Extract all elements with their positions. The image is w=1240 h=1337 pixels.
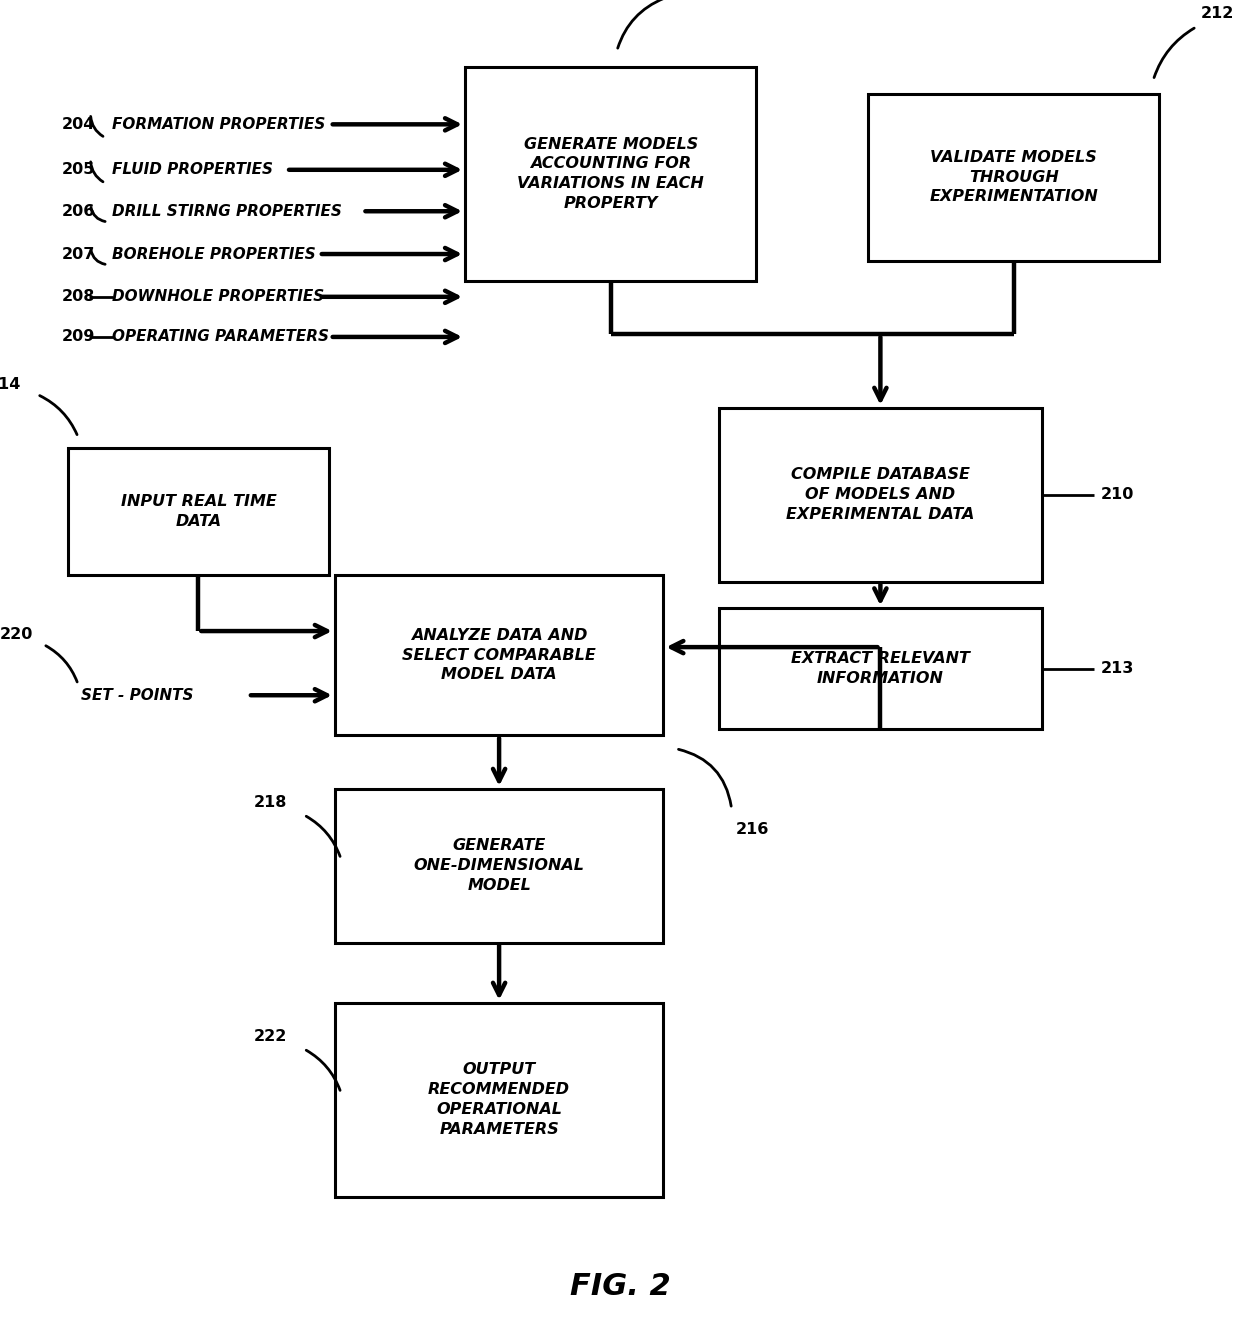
Text: ANALYZE DATA AND
SELECT COMPARABLE
MODEL DATA: ANALYZE DATA AND SELECT COMPARABLE MODEL… — [402, 628, 596, 682]
Text: FIG. 2: FIG. 2 — [569, 1271, 671, 1301]
Text: 216: 216 — [735, 822, 769, 837]
Text: SET - POINTS: SET - POINTS — [81, 687, 193, 703]
Bar — [719, 608, 1042, 729]
Text: 205: 205 — [62, 162, 95, 178]
Text: 220: 220 — [0, 627, 33, 642]
Bar — [335, 575, 663, 735]
Text: OPERATING PARAMETERS: OPERATING PARAMETERS — [112, 329, 329, 345]
Text: 218: 218 — [254, 794, 288, 810]
Text: BOREHOLE PROPERTIES: BOREHOLE PROPERTIES — [112, 246, 315, 262]
Text: 206: 206 — [62, 203, 95, 219]
Text: 214: 214 — [0, 377, 21, 392]
Text: 222: 222 — [254, 1028, 288, 1043]
Text: COMPILE DATABASE
OF MODELS AND
EXPERIMENTAL DATA: COMPILE DATABASE OF MODELS AND EXPERIMEN… — [786, 468, 975, 521]
Text: DOWNHOLE PROPERTIES: DOWNHOLE PROPERTIES — [112, 289, 324, 305]
Text: FORMATION PROPERTIES: FORMATION PROPERTIES — [112, 116, 325, 132]
Text: 213: 213 — [1101, 660, 1135, 677]
Bar — [335, 1003, 663, 1197]
Bar — [68, 448, 329, 575]
Text: VALIDATE MODELS
THROUGH
EXPERIMENTATION: VALIDATE MODELS THROUGH EXPERIMENTATION — [929, 150, 1099, 205]
Text: FLUID PROPERTIES: FLUID PROPERTIES — [112, 162, 273, 178]
Text: DRILL STIRNG PROPERTIES: DRILL STIRNG PROPERTIES — [112, 203, 341, 219]
Text: 209: 209 — [62, 329, 95, 345]
Bar — [335, 789, 663, 943]
Text: 207: 207 — [62, 246, 95, 262]
Text: GENERATE
ONE-DIMENSIONAL
MODEL: GENERATE ONE-DIMENSIONAL MODEL — [414, 838, 584, 893]
Bar — [465, 67, 756, 281]
Text: EXTRACT RELEVANT
INFORMATION: EXTRACT RELEVANT INFORMATION — [791, 651, 970, 686]
Text: INPUT REAL TIME
DATA: INPUT REAL TIME DATA — [120, 493, 277, 529]
Text: 204: 204 — [62, 116, 95, 132]
Text: 210: 210 — [1101, 487, 1135, 503]
Text: 212: 212 — [1200, 7, 1234, 21]
Text: 208: 208 — [62, 289, 95, 305]
Bar — [868, 94, 1159, 261]
Text: OUTPUT
RECOMMENDED
OPERATIONAL
PARAMETERS: OUTPUT RECOMMENDED OPERATIONAL PARAMETER… — [428, 1063, 570, 1136]
Bar — [719, 408, 1042, 582]
Text: GENERATE MODELS
ACCOUNTING FOR
VARIATIONS IN EACH
PROPERTY: GENERATE MODELS ACCOUNTING FOR VARIATION… — [517, 136, 704, 211]
